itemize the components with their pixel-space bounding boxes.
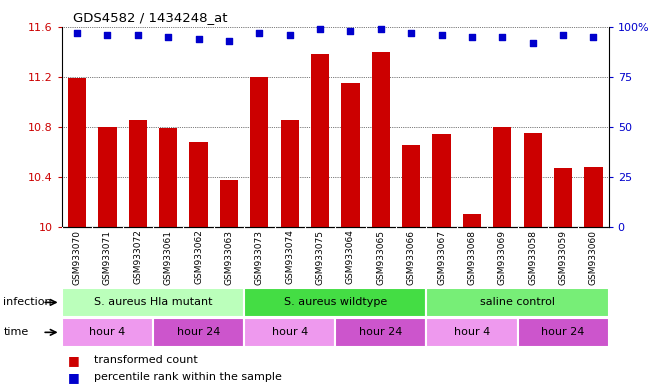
Point <box>436 32 447 38</box>
Text: saline control: saline control <box>480 297 555 308</box>
Bar <box>523 133 542 227</box>
Point <box>284 32 295 38</box>
Point <box>589 34 599 40</box>
Point <box>224 38 234 44</box>
Bar <box>518 318 609 347</box>
Text: GSM933058: GSM933058 <box>528 230 537 285</box>
Bar <box>426 288 609 317</box>
Text: transformed count: transformed count <box>94 355 198 365</box>
Point <box>558 32 568 38</box>
Bar <box>244 318 335 347</box>
Text: time: time <box>3 327 29 338</box>
Text: GDS4582 / 1434248_at: GDS4582 / 1434248_at <box>73 11 227 24</box>
Bar <box>335 318 426 347</box>
Text: hour 4: hour 4 <box>454 327 490 338</box>
Text: GSM933074: GSM933074 <box>285 230 294 285</box>
Text: GSM933067: GSM933067 <box>437 230 446 285</box>
Text: GSM933060: GSM933060 <box>589 230 598 285</box>
Text: hour 24: hour 24 <box>542 327 585 338</box>
Bar <box>463 214 481 227</box>
Point <box>193 36 204 42</box>
Bar <box>68 78 86 227</box>
Text: GSM933061: GSM933061 <box>163 230 173 285</box>
Text: GSM933062: GSM933062 <box>194 230 203 285</box>
Bar <box>585 167 603 227</box>
Point <box>72 30 82 36</box>
Bar <box>554 168 572 227</box>
Text: hour 4: hour 4 <box>271 327 308 338</box>
Text: ■: ■ <box>68 371 80 384</box>
Text: GSM933069: GSM933069 <box>498 230 507 285</box>
Text: percentile rank within the sample: percentile rank within the sample <box>94 372 283 382</box>
Point <box>163 34 173 40</box>
Text: GSM933059: GSM933059 <box>559 230 568 285</box>
Point <box>376 26 386 32</box>
Bar <box>98 127 117 227</box>
Text: hour 24: hour 24 <box>177 327 220 338</box>
Text: GSM933064: GSM933064 <box>346 230 355 285</box>
Point <box>467 34 477 40</box>
Bar <box>129 121 147 227</box>
Bar <box>62 288 244 317</box>
Bar <box>281 121 299 227</box>
Bar <box>402 146 421 227</box>
Bar <box>62 318 153 347</box>
Text: S. aureus Hla mutant: S. aureus Hla mutant <box>94 297 212 308</box>
Point <box>102 32 113 38</box>
Bar <box>189 142 208 227</box>
Bar <box>250 77 268 227</box>
Bar <box>220 180 238 227</box>
Bar <box>426 318 518 347</box>
Bar <box>432 134 450 227</box>
Text: hour 4: hour 4 <box>89 327 126 338</box>
Text: hour 24: hour 24 <box>359 327 402 338</box>
Bar <box>153 318 244 347</box>
Bar <box>244 288 426 317</box>
Text: GSM933075: GSM933075 <box>316 230 325 285</box>
Point <box>527 40 538 46</box>
Point <box>497 34 508 40</box>
Text: GSM933065: GSM933065 <box>376 230 385 285</box>
Text: S. aureus wildtype: S. aureus wildtype <box>284 297 387 308</box>
Point <box>315 26 326 32</box>
Bar <box>493 127 512 227</box>
Bar <box>372 52 390 227</box>
Text: ■: ■ <box>68 354 80 367</box>
Point <box>254 30 264 36</box>
Text: GSM933070: GSM933070 <box>72 230 81 285</box>
Text: GSM933072: GSM933072 <box>133 230 143 285</box>
Text: GSM933068: GSM933068 <box>467 230 477 285</box>
Bar <box>341 83 359 227</box>
Bar <box>311 54 329 227</box>
Text: GSM933071: GSM933071 <box>103 230 112 285</box>
Text: infection: infection <box>3 297 52 308</box>
Point <box>133 32 143 38</box>
Text: GSM933066: GSM933066 <box>407 230 416 285</box>
Bar <box>159 128 177 227</box>
Point <box>345 28 355 34</box>
Text: GSM933073: GSM933073 <box>255 230 264 285</box>
Text: GSM933063: GSM933063 <box>225 230 234 285</box>
Point <box>406 30 417 36</box>
